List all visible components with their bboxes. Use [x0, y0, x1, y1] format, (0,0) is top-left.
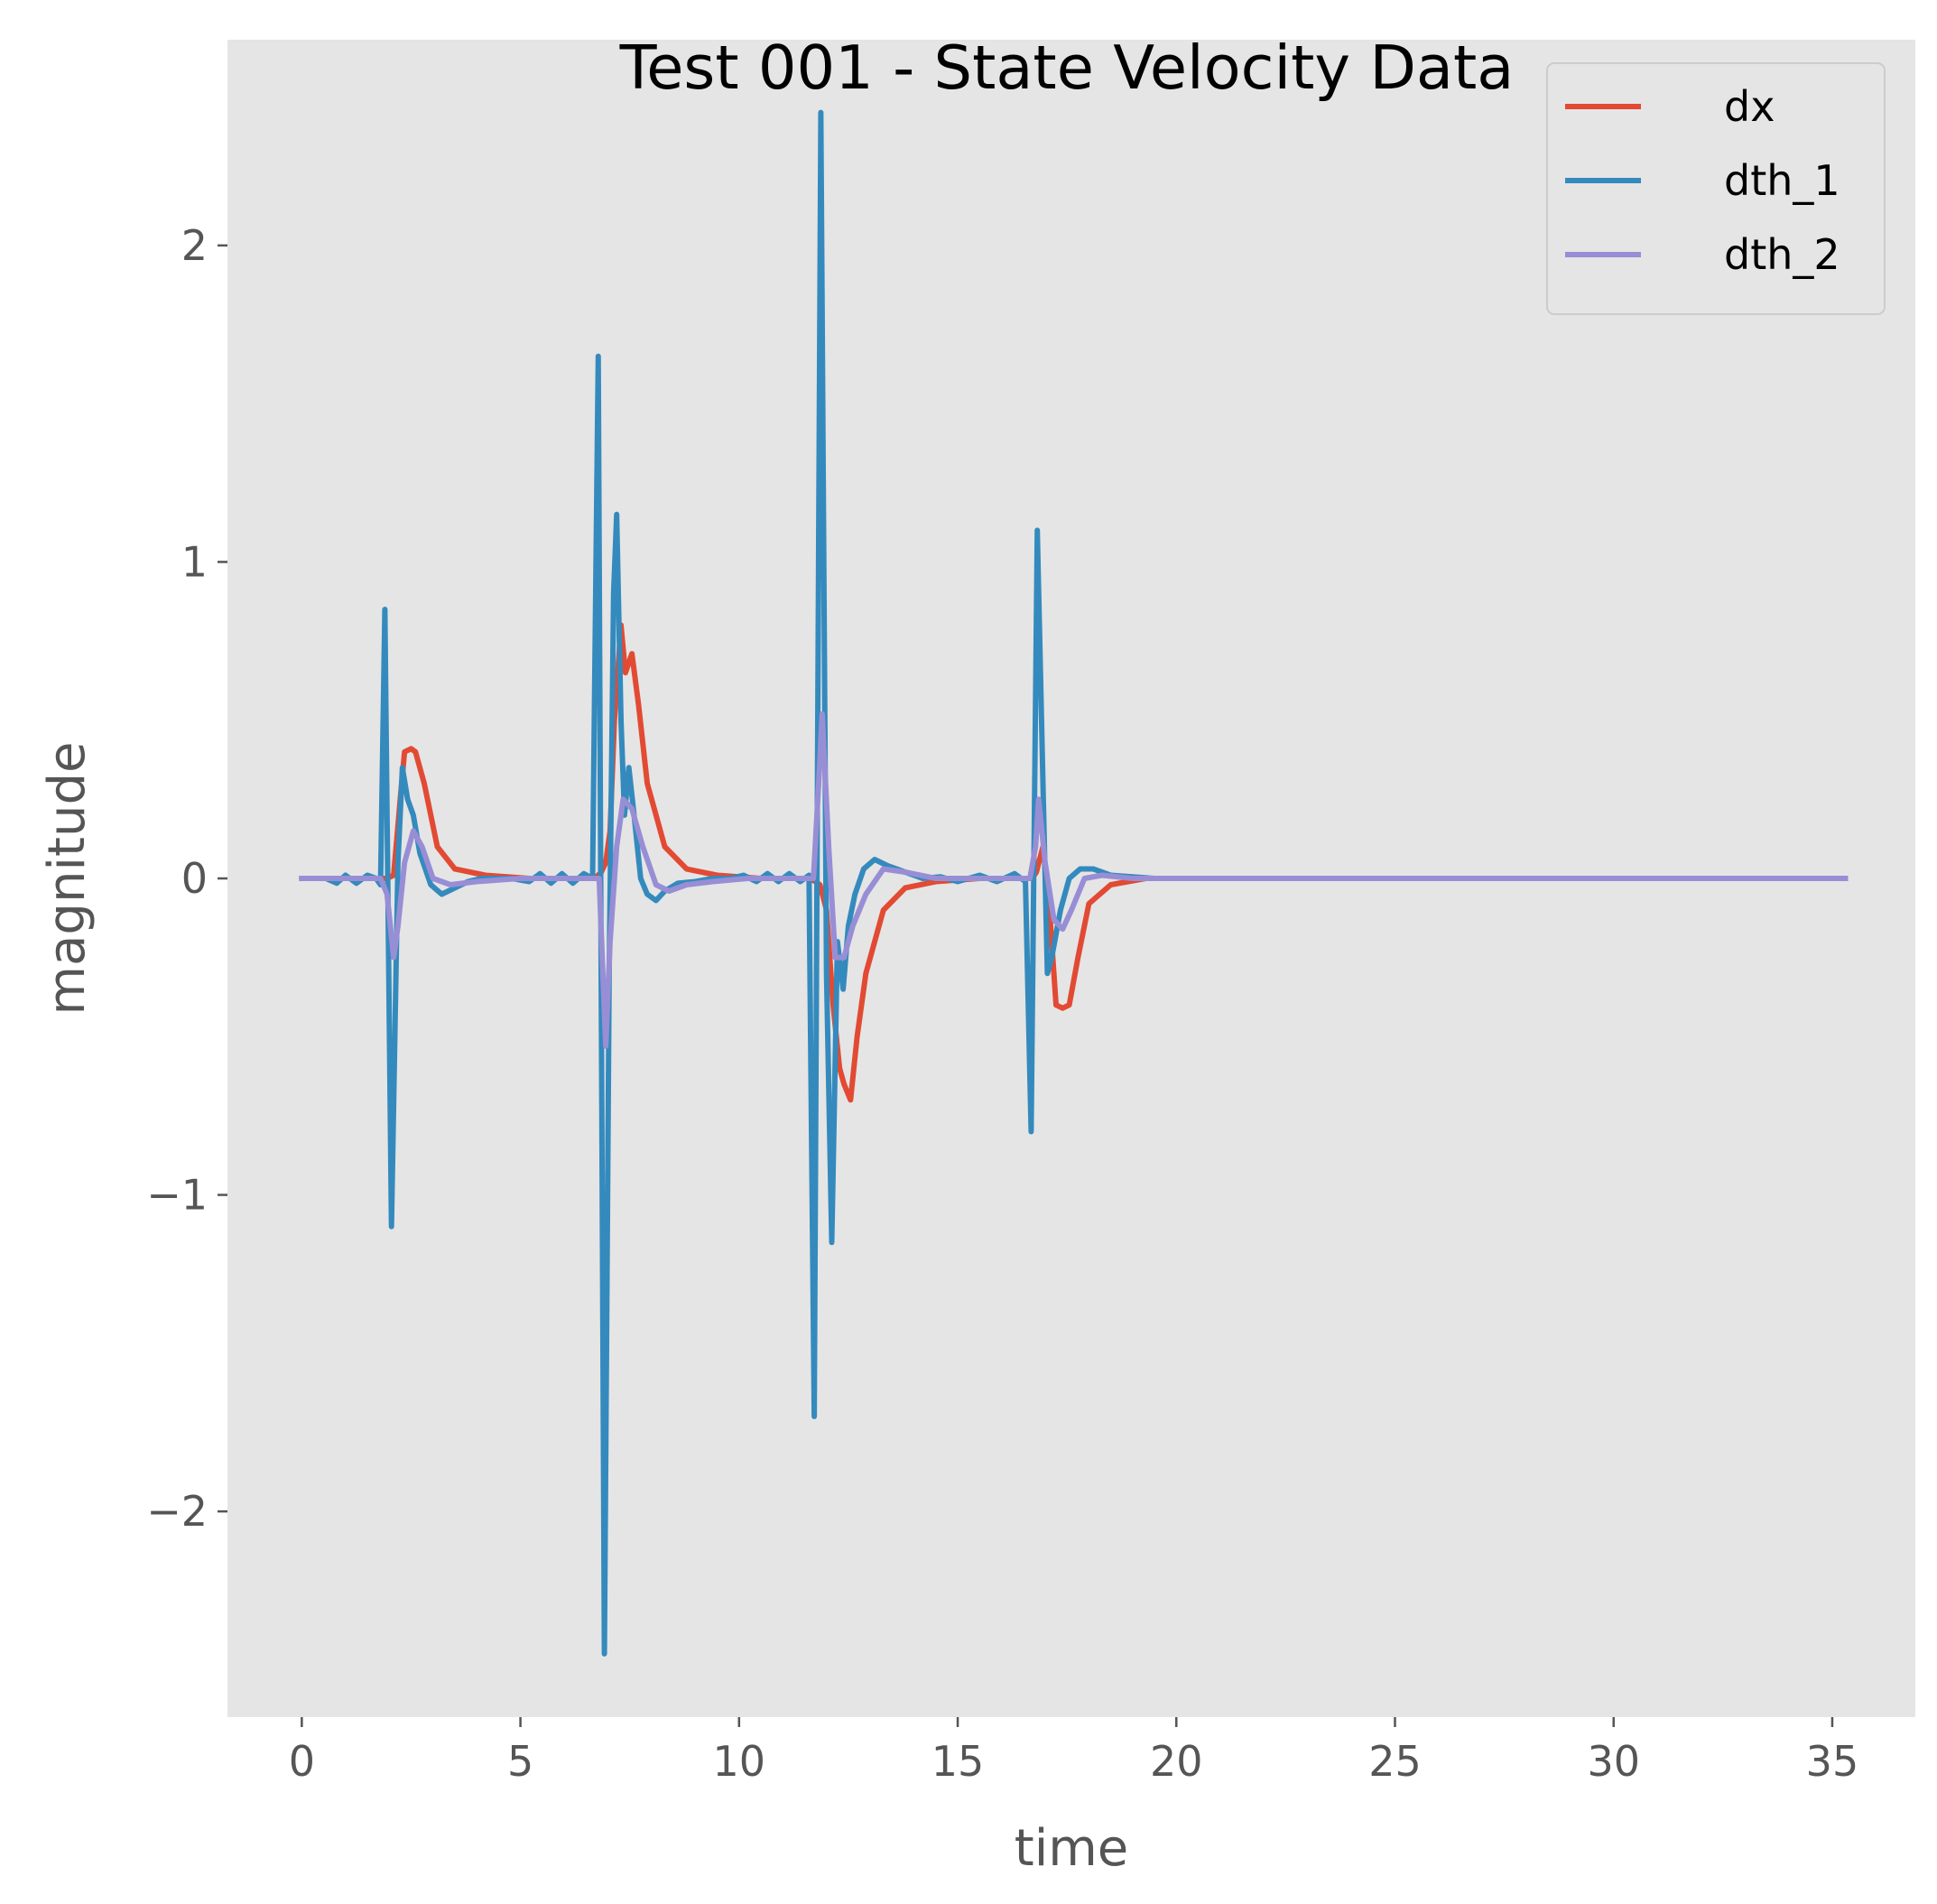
y-axis-label: magnitude: [38, 742, 97, 1016]
legend-box: [1546, 62, 1886, 315]
x-tick-label: 20: [1150, 1737, 1203, 1786]
x-axis-label: time: [1015, 1819, 1129, 1878]
y-axis-ticks: −2 −1 0 1 2: [146, 221, 227, 1536]
chart-title: Test 001 - State Velocity Data: [619, 33, 1515, 103]
x-tick-label: 30: [1587, 1737, 1640, 1786]
series-line-dth-2: [299, 711, 1849, 1049]
y-tick-label: 0: [181, 854, 208, 903]
x-tick-label: 35: [1806, 1737, 1859, 1786]
x-tick-label: 10: [713, 1737, 766, 1786]
x-tick-label: 5: [507, 1737, 533, 1786]
x-tick-label: 0: [289, 1737, 315, 1786]
y-tick-label: −1: [146, 1171, 208, 1220]
x-tick-label: 15: [931, 1737, 985, 1786]
y-tick-label: 1: [181, 537, 208, 586]
legend-label-dx: dx: [1724, 82, 1775, 131]
x-axis-ticks: 0 5 10 15 20 25 30 35: [289, 1717, 1859, 1786]
series-layer: [299, 109, 1849, 1657]
legend-label-dth-2: dth_2: [1724, 230, 1840, 279]
legend-label-dth-1: dth_1: [1724, 156, 1840, 205]
x-tick-label: 25: [1368, 1737, 1422, 1786]
y-tick-label: −2: [146, 1487, 208, 1536]
legend: dx dth_1 dth_2: [1546, 62, 1886, 315]
y-tick-label: 2: [181, 221, 208, 270]
